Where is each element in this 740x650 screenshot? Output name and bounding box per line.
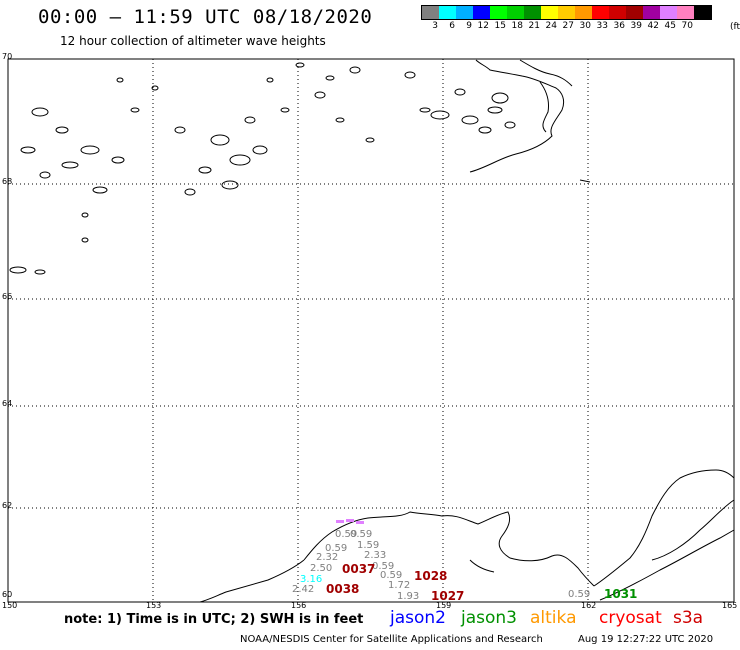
satellite-legend-jason2: jason2 [390,608,446,628]
legend-tick-label: 9 [466,21,472,31]
legend-swatch [592,6,609,19]
chart-title: 00:00 – 11:59 UTC 08/18/2020 [38,6,373,28]
lon-label: 156 [291,601,307,610]
legend-labels: 3 6 9 12 15 18 21 24 27 30 33 36 39 42 45 70 [421,21,712,31]
legend-tick-label: 12 [477,21,489,31]
legend-tick-label: 24 [545,21,557,31]
satellite-legend-jason3: jason3 [461,608,517,628]
pass-time-label: 1028 [414,569,448,583]
wave-height-value: 1.93 [397,591,420,602]
lat-label: 68 [2,177,13,186]
satellite-legend-s3a: s3a [673,608,704,628]
wave-height-value: 0.59 [325,543,348,554]
wave-height-value: 0.59 [372,561,395,572]
legend-tick-label: 15 [494,21,506,31]
legend-swatch [626,6,643,19]
legend-swatch [541,6,558,19]
legend-swatch [558,6,575,19]
legend-tick-label: 27 [562,21,574,31]
ice-floes [9,62,516,275]
legend-swatch [473,6,490,19]
generation-timestamp: Aug 19 12:27:22 UTC 2020 [578,634,714,645]
legend-swatch [677,6,694,19]
lat-label: 66 [2,292,13,301]
wave-height-value: 1.72 [388,580,411,591]
wave-height-value: 2.33 [364,550,387,561]
credit-line: NOAA/NESDIS Center for Satellite Applica… [240,634,543,645]
legend-tick-label: 21 [528,21,540,31]
wave-height-value: 0.59 [380,570,403,581]
legend-tick-label: 6 [449,21,455,31]
legend-unit: (ft) [730,22,740,32]
wave-height-value: 3.16 [300,574,323,585]
wave-height-value: 0.59 [568,589,591,600]
legend-tick-label: 30 [579,21,591,31]
lat-label: 64 [2,399,13,408]
graticule [8,59,734,602]
legend-tick-label: 45 [664,21,676,31]
footnote: note: 1) Time is in UTC; 2) SWH is in fe… [64,612,364,627]
lon-label: 150 [2,601,18,610]
legend-tick-label: 42 [647,21,659,31]
legend-tick-label: 33 [596,21,608,31]
legend-swatch [439,6,456,19]
chart-subtitle: 12 hour collection of altimeter wave hei… [60,34,326,48]
lon-label: 165 [722,601,738,610]
legend-swatch [575,6,592,19]
legend-tick-label: 3 [432,21,438,31]
legend-tick-label: 36 [613,21,625,31]
lon-label: 153 [146,601,162,610]
lat-label: 70 [2,52,13,61]
wave-height-value: 2.50 [310,563,333,574]
wave-height-value: 2.32 [316,552,339,563]
legend-swatch [643,6,660,19]
legend-swatches [421,5,712,20]
northern-coastline [469,59,591,183]
satellite-legend-cryosat: cryosat [599,608,662,628]
pass-time-label: 0038 [326,582,360,596]
legend-swatch [422,6,439,19]
legend-swatch [524,6,541,19]
legend-swatch [507,6,524,19]
track-marks [336,519,364,524]
wave-height-value: 1.59 [357,540,380,551]
pass-time-label: 1027 [431,589,465,603]
legend-swatch [694,6,711,19]
legend-tick-label: 70 [681,21,693,31]
lat-label: 60 [2,590,13,599]
map-frame [7,58,735,603]
legend-tick-label: 39 [630,21,642,31]
legend-tick-label: 18 [511,21,523,31]
southern-coastline [199,469,735,603]
legend-swatch [456,6,473,19]
legend-swatch [490,6,507,19]
wave-height-value: 2.42 [292,584,315,595]
wave-height-value: 0.59 [350,529,373,540]
pass-time-label: 0037 [342,562,376,576]
lat-label: 62 [2,501,13,510]
lon-label: 159 [436,601,452,610]
legend-swatch [660,6,677,19]
wave-height-value: 0.59 [335,529,358,540]
lon-label: 162 [581,601,597,610]
legend-swatch [609,6,626,19]
pass-time-label: 1031 [604,587,638,601]
satellite-legend-altika: altika [530,608,577,628]
